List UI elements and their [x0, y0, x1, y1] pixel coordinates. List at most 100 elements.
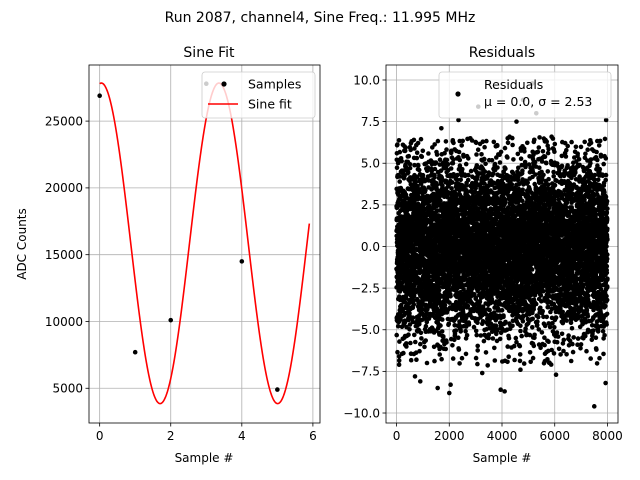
residual-point	[414, 155, 420, 161]
residual-point	[437, 352, 443, 357]
residual-point	[509, 182, 515, 187]
residual-point	[444, 157, 450, 163]
sine-fit-line	[99, 82, 311, 405]
residual-point	[510, 142, 515, 148]
residual-point	[435, 138, 441, 144]
residual-point	[511, 343, 517, 349]
residual-point	[440, 317, 445, 322]
residual-point	[436, 284, 442, 290]
residual-point	[406, 170, 411, 175]
residual-point	[448, 294, 453, 299]
residual-point	[423, 338, 429, 343]
residual-point	[414, 357, 419, 363]
legend-samples-marker	[221, 81, 227, 87]
sample-point	[239, 259, 245, 264]
residual-point	[455, 172, 460, 178]
sine-fit-y-tick-label: 20000	[45, 181, 83, 195]
residual-point	[420, 148, 426, 154]
residual-point	[396, 354, 402, 359]
residual-point	[414, 150, 420, 155]
residual-point	[398, 317, 403, 323]
residual-point	[408, 357, 414, 363]
sample-point	[168, 317, 174, 323]
residual-point	[450, 343, 455, 348]
residuals-title: Residuals	[469, 45, 535, 61]
sine-fit-legend: Samples Sine fit	[201, 71, 316, 119]
residual-point	[424, 319, 430, 325]
residual-point	[459, 143, 465, 148]
residual-point	[505, 155, 510, 160]
residual-point	[403, 295, 409, 301]
residual-point	[445, 162, 451, 167]
legend-sine-fit-label: Sine fit	[248, 97, 292, 112]
sample-point	[97, 93, 102, 99]
sine-fit-x-tick-label: 2	[167, 429, 175, 443]
residual-point	[456, 335, 461, 341]
residual-point	[418, 330, 424, 336]
residual-point	[412, 201, 418, 206]
residual-point	[433, 160, 439, 166]
residual-point	[457, 157, 463, 163]
residual-point	[461, 286, 466, 292]
residual-point	[397, 149, 403, 155]
residual-point	[451, 157, 456, 162]
residual-point	[482, 156, 487, 162]
sine-fit-y-tick-label: 15000	[45, 248, 83, 262]
sine-fit-curve-layer	[99, 82, 311, 405]
residual-point	[413, 179, 419, 185]
residual-point	[425, 307, 430, 312]
residual-point	[411, 302, 417, 307]
residual-point	[520, 168, 525, 173]
residual-point	[489, 158, 495, 163]
residual-point	[515, 151, 521, 157]
residual-point	[438, 323, 443, 328]
residual-point	[475, 348, 481, 353]
residual-point	[410, 315, 416, 321]
residual-point	[497, 160, 503, 165]
residual-point	[441, 334, 446, 340]
residual-point	[434, 152, 440, 157]
residual-point	[418, 341, 423, 347]
residual-point	[458, 289, 463, 295]
sine-fit-legend-box	[201, 71, 316, 119]
residual-point	[419, 336, 424, 341]
residual-point	[447, 300, 452, 305]
residual-point	[402, 319, 408, 325]
residual-point	[417, 348, 422, 354]
residual-point	[503, 199, 508, 205]
residual-point	[474, 152, 479, 157]
residual-point	[448, 166, 454, 171]
residual-point	[412, 162, 417, 168]
residual-point	[439, 356, 444, 362]
residual-point	[412, 332, 417, 338]
residual-point	[436, 299, 442, 304]
residual-point	[436, 287, 442, 293]
residual-point	[415, 140, 421, 146]
residual-point	[400, 308, 406, 314]
residual-point	[415, 183, 420, 189]
residual-point	[395, 142, 400, 147]
residual-point	[463, 328, 468, 334]
residual-point	[439, 329, 445, 334]
residual-point	[424, 360, 430, 366]
residual-point	[396, 138, 402, 143]
sine-fit-xlabel: Sample #	[175, 451, 234, 465]
residual-point	[495, 165, 500, 170]
residual-point	[395, 349, 400, 355]
residuals-panel: Residuals 0 2000 4000 6000 8000 −10.0−7.5−5.…	[343, 45, 623, 465]
residual-point	[418, 136, 424, 142]
residual-point	[444, 147, 449, 152]
residuals-points	[394, 81, 610, 409]
residual-point	[455, 177, 460, 183]
residual-point	[521, 361, 527, 366]
residual-point	[518, 156, 524, 161]
residual-point	[455, 212, 461, 217]
residual-point	[491, 139, 497, 145]
residual-point	[492, 358, 498, 363]
residual-point	[442, 302, 448, 308]
residual-point	[492, 345, 497, 351]
residual-point	[498, 149, 504, 155]
sine-fit-x-tick-label: 4	[238, 429, 246, 443]
